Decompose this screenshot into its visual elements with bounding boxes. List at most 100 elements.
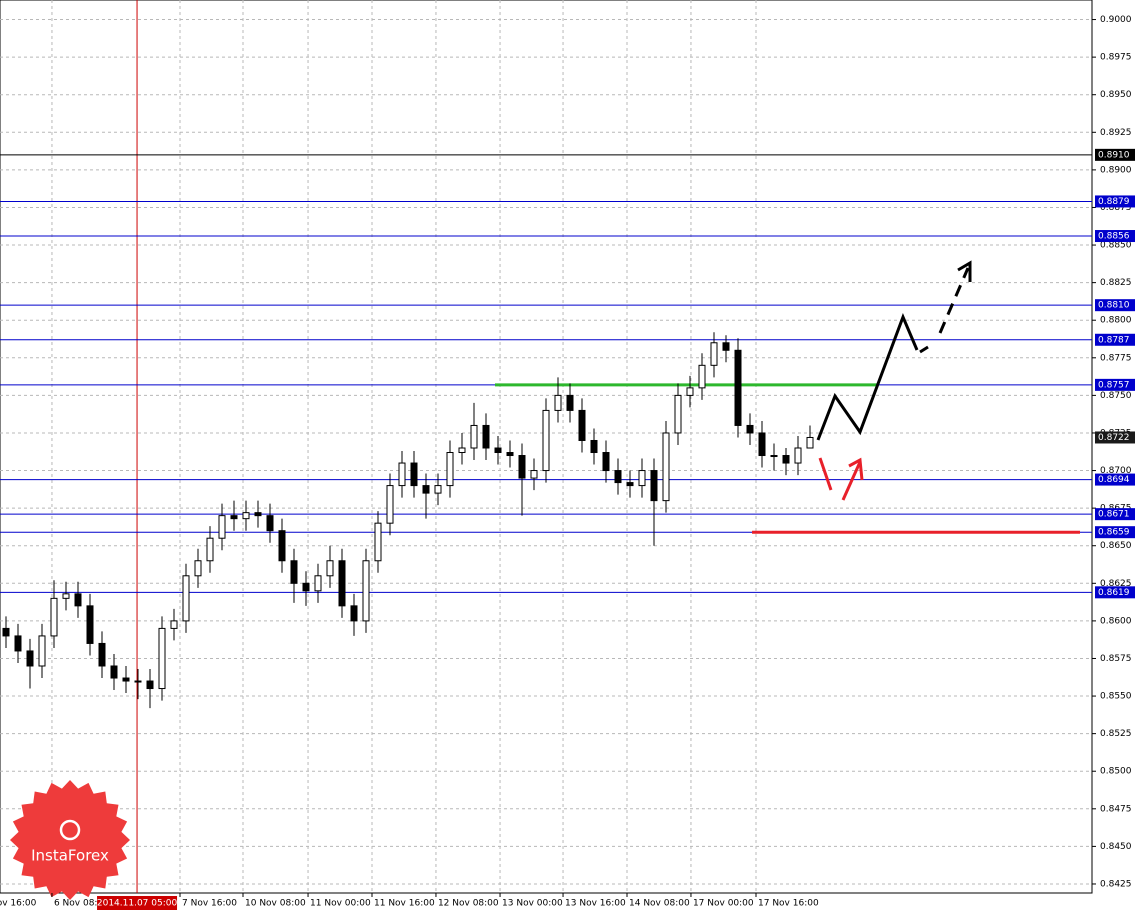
forecast-path [816, 312, 919, 441]
candle-body [26, 650, 34, 667]
candle-body [614, 470, 622, 484]
forecast-red [818, 457, 833, 491]
level-box [1095, 148, 1135, 161]
x-tick-label: 12 Nov 08:00 [438, 899, 499, 909]
candle-body [518, 455, 526, 479]
candle-body [662, 432, 670, 502]
y-tick-label: 0.8950 [1100, 90, 1132, 100]
candle-body [134, 680, 142, 683]
x-tick-label: 10 Nov 08:00 [245, 899, 306, 909]
candle-body [350, 605, 358, 622]
candle-body [2, 627, 10, 637]
candle-body [806, 436, 814, 449]
candle-body [686, 387, 694, 396]
candle-body [578, 409, 586, 441]
candle-body [590, 439, 598, 454]
x-tick-label: 17 Nov 00:00 [693, 899, 754, 909]
level-label: 0.8757 [1098, 380, 1130, 390]
candles [2, 332, 814, 709]
candle-body [278, 530, 286, 562]
level-box [1095, 508, 1135, 521]
candle-body [38, 635, 46, 667]
candle-body [458, 447, 466, 454]
candle-body [722, 342, 730, 351]
level-box [1095, 299, 1135, 312]
logo-text: InstaForex [31, 847, 109, 865]
level-box [1095, 473, 1135, 486]
candle-body [338, 560, 346, 607]
x-tick-label: 11 Nov 00:00 [310, 899, 371, 909]
candle-body [266, 515, 274, 532]
x-tick-label: 13 Nov 00:00 [502, 899, 563, 909]
candle-body [110, 665, 118, 679]
candle-body [254, 512, 262, 517]
candle-body [206, 537, 214, 562]
y-tick-label: 0.8750 [1100, 391, 1132, 401]
candle-body [242, 512, 250, 520]
forecast-arrow [938, 267, 970, 334]
cursor-label: 2014.11.07 05:00 [97, 899, 178, 909]
candle-body [494, 447, 502, 454]
candle-body [470, 424, 478, 449]
x-tick-label: 17 Nov 16:00 [758, 899, 819, 909]
y-tick-label: 0.8450 [1100, 842, 1132, 852]
candle-body [386, 485, 394, 524]
candle-body [794, 447, 802, 464]
y-tick-label: 0.8900 [1100, 165, 1132, 175]
level-box [1095, 333, 1135, 346]
forecast-red [841, 461, 862, 501]
candle-body [602, 452, 610, 472]
candle-body [290, 560, 298, 584]
y-tick-label: 0.8475 [1100, 804, 1132, 814]
candle-body [122, 677, 130, 682]
logo-icon [59, 819, 81, 841]
candle-body [758, 432, 766, 457]
x-tick-label: 11 Nov 16:00 [374, 899, 435, 909]
arrow-head [848, 457, 864, 481]
candle-body [482, 424, 490, 449]
candle-body [638, 470, 646, 487]
candle-body [14, 635, 22, 652]
candle-body [650, 470, 658, 502]
candle-body [362, 560, 370, 622]
y-tick-label: 0.9000 [1100, 15, 1132, 25]
candle-body [410, 462, 418, 487]
y-tick-label: 0.8650 [1100, 541, 1132, 551]
candle-body [782, 455, 790, 464]
candle-body [194, 560, 202, 577]
y-tick-label: 0.8775 [1100, 353, 1132, 363]
current-price-box [1095, 431, 1135, 444]
cursor-box [97, 896, 178, 910]
candle-body [746, 424, 754, 434]
candle-body [542, 409, 550, 472]
candle-body [566, 394, 574, 411]
candle-body [770, 455, 778, 458]
y-tick-label: 0.8800 [1100, 316, 1132, 326]
candle-body [50, 597, 58, 637]
x-tick-label: Nov 16:00 [0, 899, 37, 909]
candle-body [422, 485, 430, 494]
candle-body [626, 482, 634, 487]
level-box [1095, 195, 1135, 208]
y-tick-label: 0.8600 [1100, 616, 1132, 626]
candle-body [674, 394, 682, 434]
levels [0, 0, 1092, 893]
y-tick-label: 0.8975 [1100, 53, 1132, 63]
y-tick-label: 0.8500 [1100, 767, 1132, 777]
candle-body [74, 593, 82, 607]
candle-body [86, 605, 94, 644]
candle-body [698, 364, 706, 389]
candle-body [506, 452, 514, 457]
axis: 0.90000.89750.89500.89250.89000.88750.88… [0, 15, 1135, 910]
candle-body [98, 642, 106, 667]
candle-body [62, 593, 70, 599]
level-box [1095, 378, 1135, 391]
candle-body [326, 560, 334, 577]
level-label: 0.8619 [1098, 588, 1130, 598]
candle-body [170, 620, 178, 629]
y-tick-label: 0.8575 [1100, 654, 1132, 664]
y-tick-label: 0.8550 [1100, 692, 1132, 702]
forecast-path [919, 345, 929, 354]
level-label: 0.8659 [1098, 528, 1130, 538]
